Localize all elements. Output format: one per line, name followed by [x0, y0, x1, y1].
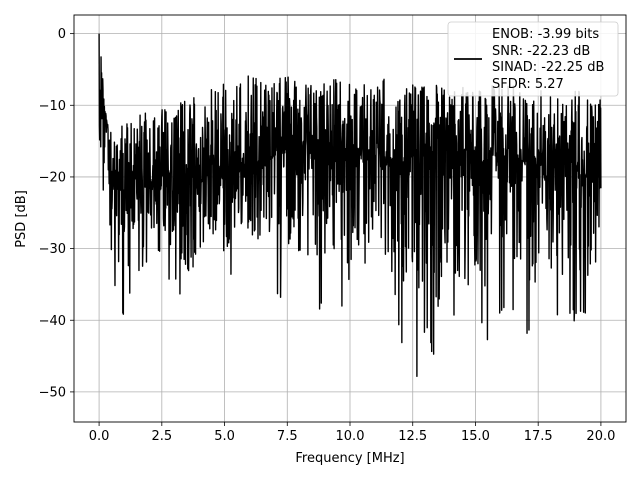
y-tick-label: −30	[39, 242, 66, 257]
y-tick-label: −20	[39, 170, 66, 185]
x-tick-label: 15.0	[461, 429, 490, 444]
x-tick-label: 20.0	[586, 429, 615, 444]
legend-box	[447, 21, 619, 97]
legend: ENOB: -3.99 bits SNR: -22.23 dB SINAD: -…	[447, 21, 619, 97]
y-axis-ticks: 0 −10 −20 −30 −40 −50	[39, 27, 74, 400]
legend-entry-enob: ENOB: -3.99 bits	[492, 27, 599, 42]
x-axis-ticks: 0.0 2.5 5.0 7.5 10.0 12.5 15.0 17.5 20.0	[89, 422, 615, 444]
y-axis-label: PSD [dB]	[14, 190, 29, 248]
legend-entry-sinad: SINAD: -22.25 dB	[492, 60, 604, 75]
legend-entry-sfdr: SFDR: 5.27	[492, 77, 564, 92]
x-tick-label: 12.5	[398, 429, 427, 444]
x-axis-label: Frequency [MHz]	[295, 451, 404, 466]
legend-entry-snr: SNR: -22.23 dB	[492, 44, 590, 59]
x-tick-label: 10.0	[336, 429, 365, 444]
y-tick-label: 0	[58, 27, 66, 42]
y-tick-label: −40	[39, 314, 66, 329]
x-tick-label: 7.5	[277, 429, 298, 444]
psd-series-line	[98, 33, 602, 378]
x-tick-label: 5.0	[214, 429, 235, 444]
psd-line-group	[98, 33, 602, 378]
y-tick-label: −50	[39, 385, 66, 400]
x-tick-label: 0.0	[89, 429, 110, 444]
x-tick-label: 17.5	[524, 429, 553, 444]
y-tick-label: −10	[39, 99, 66, 114]
x-tick-label: 2.5	[151, 429, 172, 444]
